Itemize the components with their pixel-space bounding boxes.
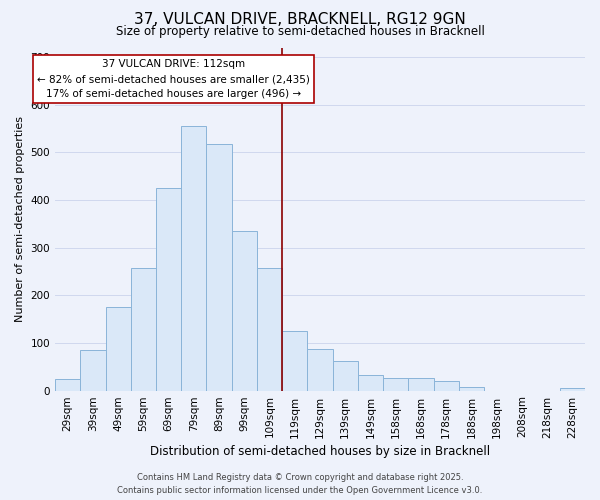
Bar xyxy=(131,268,156,390)
Y-axis label: Number of semi-detached properties: Number of semi-detached properties xyxy=(15,116,25,322)
Bar xyxy=(560,388,585,390)
Text: Size of property relative to semi-detached houses in Bracknell: Size of property relative to semi-detach… xyxy=(116,25,484,38)
X-axis label: Distribution of semi-detached houses by size in Bracknell: Distribution of semi-detached houses by … xyxy=(150,444,490,458)
Bar xyxy=(459,387,484,390)
Bar xyxy=(409,378,434,390)
Text: 37, VULCAN DRIVE, BRACKNELL, RG12 9GN: 37, VULCAN DRIVE, BRACKNELL, RG12 9GN xyxy=(134,12,466,28)
Bar xyxy=(358,375,383,390)
Bar xyxy=(232,231,257,390)
Bar xyxy=(181,126,206,390)
Bar xyxy=(332,361,358,390)
Bar xyxy=(307,348,332,391)
Bar xyxy=(434,381,459,390)
Text: 37 VULCAN DRIVE: 112sqm
← 82% of semi-detached houses are smaller (2,435)
17% of: 37 VULCAN DRIVE: 112sqm ← 82% of semi-de… xyxy=(37,60,310,99)
Bar xyxy=(282,331,307,390)
Text: Contains HM Land Registry data © Crown copyright and database right 2025.
Contai: Contains HM Land Registry data © Crown c… xyxy=(118,474,482,495)
Bar xyxy=(156,188,181,390)
Bar xyxy=(55,378,80,390)
Bar xyxy=(106,307,131,390)
Bar xyxy=(257,268,282,390)
Bar xyxy=(206,144,232,390)
Bar xyxy=(80,350,106,391)
Bar xyxy=(383,378,409,390)
